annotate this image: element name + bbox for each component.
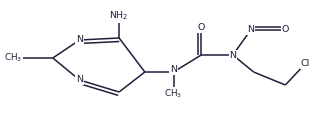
Text: NH$_2$: NH$_2$ bbox=[109, 10, 129, 22]
Text: O: O bbox=[282, 26, 289, 35]
Text: N: N bbox=[76, 36, 83, 45]
Text: N: N bbox=[229, 51, 236, 60]
Text: N: N bbox=[170, 66, 177, 75]
Text: N: N bbox=[76, 75, 83, 84]
Text: Cl: Cl bbox=[300, 60, 310, 69]
Text: N: N bbox=[247, 26, 254, 35]
Text: CH$_3$: CH$_3$ bbox=[4, 52, 22, 64]
Text: O: O bbox=[198, 24, 205, 33]
Text: CH$_3$: CH$_3$ bbox=[164, 88, 182, 100]
